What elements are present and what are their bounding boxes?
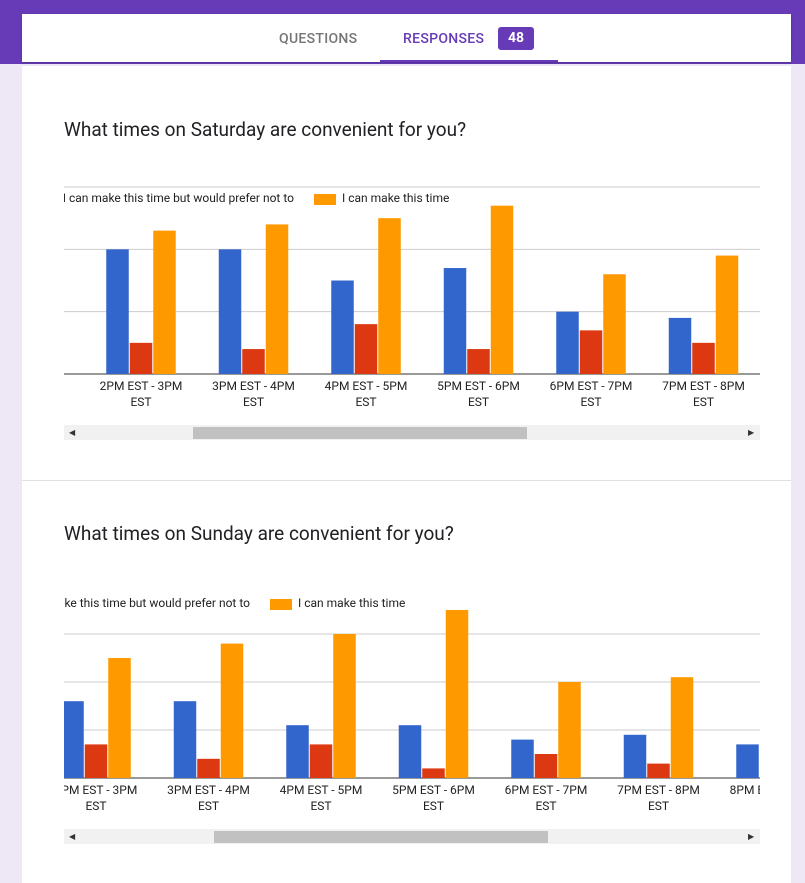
legend-label: I can make this time but would prefer no… [64,191,294,205]
x-tick-label: 3PM EST - 4PM EST [212,379,295,409]
bar [265,224,289,374]
x-tick-label: 5PM EST - 6PM EST [437,379,520,409]
bar [668,317,692,374]
bar [556,311,579,374]
bar-chart: I can make this time but would prefer no… [64,180,760,420]
bar [197,758,220,778]
legend-swatch [314,194,336,205]
bar [84,744,108,778]
bar [309,744,333,778]
x-tick-label: 7PM EST - 8PM EST [662,379,745,409]
bar [106,249,129,374]
x-tick-label: 6PM EST - 7PM EST [504,783,588,813]
bar [715,255,739,374]
questions-tab[interactable]: QUESTIONS [279,31,358,47]
bar [534,754,558,778]
scroll-left-arrow[interactable]: ◀ [69,832,76,841]
scrollbar[interactable]: ◀ ▶ [64,829,760,844]
bar [398,725,422,778]
bar [467,349,490,374]
question-title: What times on Saturday are convenient fo… [64,118,467,141]
bar [490,205,514,374]
x-tick-label: 2PM EST - 3PM EST [64,783,138,813]
bar [218,249,242,374]
bar [354,324,378,374]
scroll-right-arrow[interactable]: ▶ [748,832,755,841]
bar [647,763,670,778]
active-tab-indicator [380,60,558,62]
x-tick-label: 4PM EST - 5PM EST [279,783,363,813]
x-tick-label: 3PM EST - 4PM EST [167,783,250,813]
bar [378,218,401,374]
question-title: What times on Sunday are convenient for … [64,522,454,545]
scrollbar[interactable]: ◀ ▶ [64,425,760,440]
bar [331,280,354,374]
bar [443,268,467,374]
scroll-thumb[interactable] [214,831,548,843]
legend-label: I can make this time but would prefer no… [64,596,250,610]
legend-label: I can make this time [342,191,449,205]
bar [511,739,534,778]
tab-bar: QUESTIONS RESPONSES 48 [22,14,791,62]
bar [445,610,469,778]
x-tick-label: 4PM EST - 5PM EST [324,379,408,409]
chart-plot: I can make this time but would prefer no… [64,186,760,375]
legend-label: I can make this time [298,596,405,610]
scroll-right-arrow[interactable]: ▶ [748,428,755,437]
bar [692,342,715,374]
bar [129,342,153,374]
x-tick-label: 6PM EST - 7PM EST [549,379,633,409]
bar [64,701,84,778]
chart-plot: I can make this time but would prefer no… [64,596,760,779]
responses-tab[interactable]: RESPONSES [403,31,485,47]
x-tick-label: 2PM EST - 3PM EST [99,379,183,409]
bar [286,725,309,778]
divider [22,480,791,481]
x-tick-label: 8PM EST - 9PM EST [729,783,760,797]
bar [173,701,197,778]
bar [670,677,694,778]
bar [603,274,626,374]
bar [153,230,176,374]
response-count-badge: 48 [498,27,534,50]
legend-swatch [270,599,292,610]
bar-chart: I can make this time but would prefer no… [64,590,760,830]
scroll-thumb[interactable] [193,427,527,439]
scroll-left-arrow[interactable]: ◀ [69,428,76,437]
bar [242,349,265,374]
bar [623,734,647,778]
bar [333,634,356,778]
bar [108,658,131,778]
bar [422,768,445,778]
bar [579,330,603,374]
x-tick-label: 7PM EST - 8PM EST [617,783,700,813]
bar [736,744,759,778]
x-tick-label: 5PM EST - 6PM EST [392,783,475,813]
bar [220,643,244,778]
bar [558,682,581,778]
